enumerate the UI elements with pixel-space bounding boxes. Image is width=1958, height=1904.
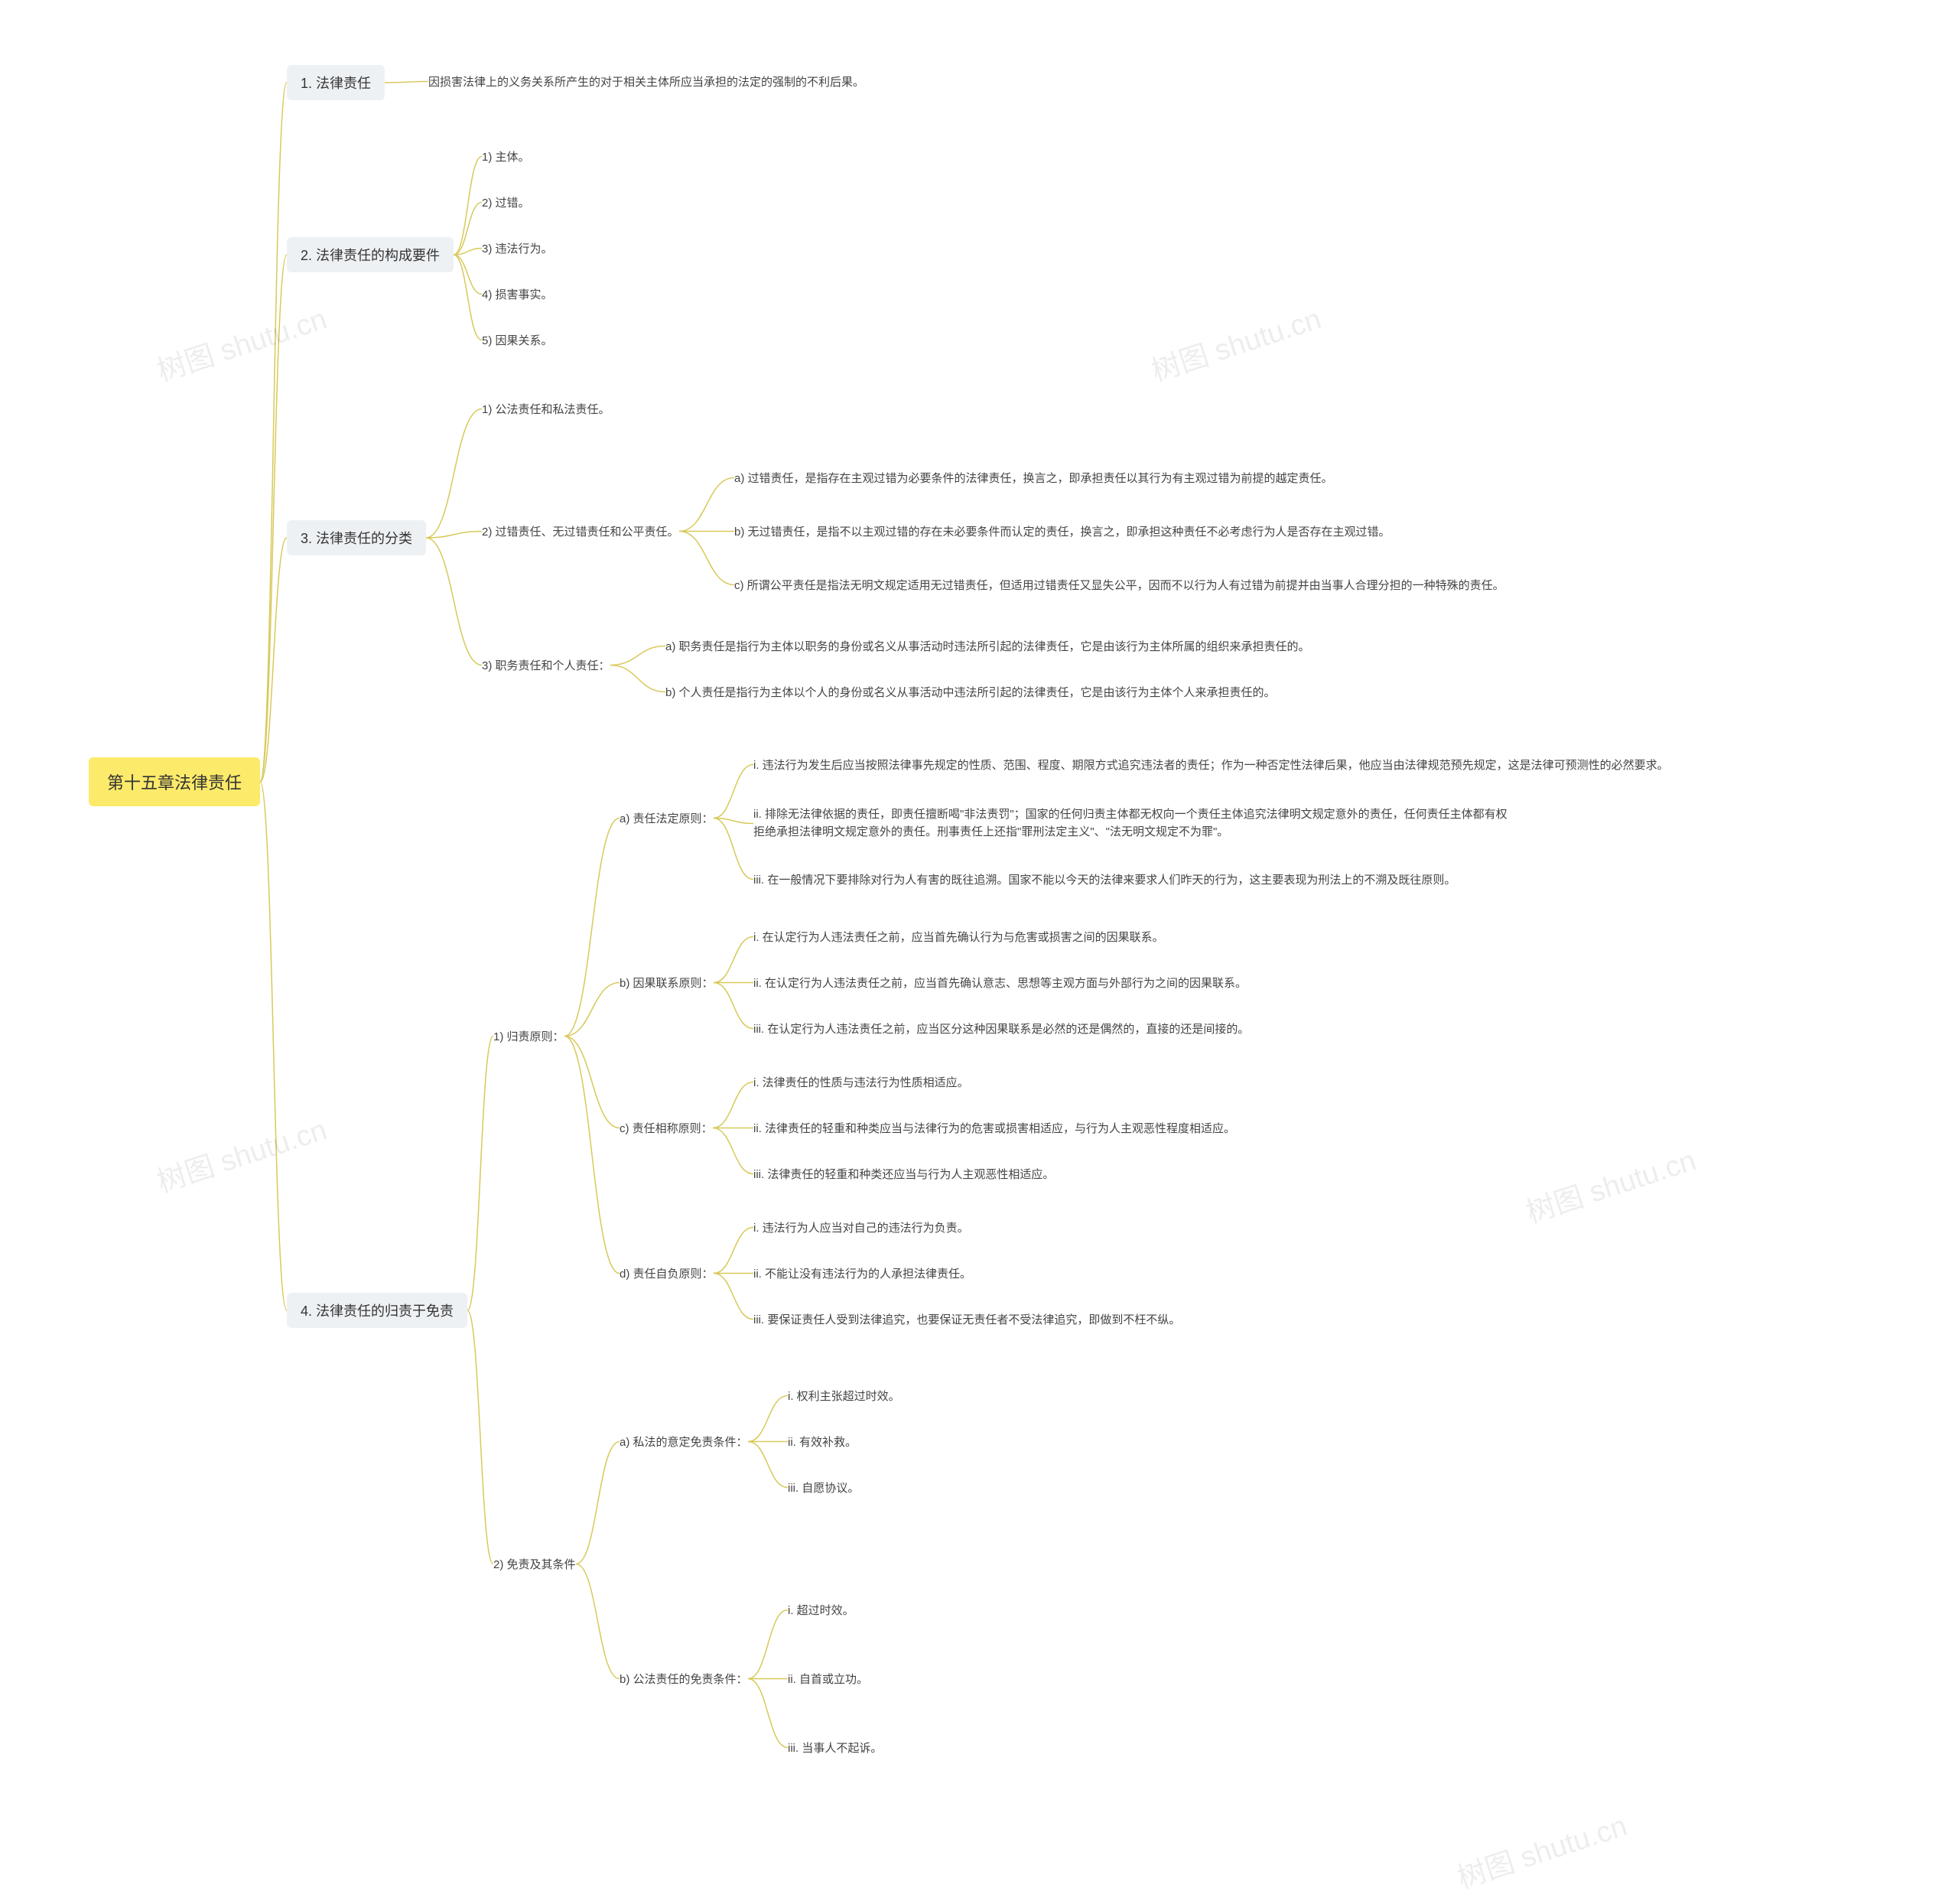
branch-3-c0-d1-label: b) 因果联系原则： bbox=[620, 975, 714, 991]
branch-3-c0-d2-e2: iii. 法律责任的轻重和种类还应当与行为人主观恶性相适应。 bbox=[753, 1163, 1054, 1185]
branch-3-c0-d0-e1-label: ii. 排除无法律依据的责任，即责任擅断喝"非法责罚"；国家的任何归责主体都无权… bbox=[753, 806, 1518, 841]
branch-2-c1-label: 2) 过错责任、无过错责任和公平责任。 bbox=[482, 523, 679, 539]
branch-3-c0-d0-e2-label: iii. 在一般情况下要排除对行为人有害的既往追溯。国家不能以今天的法律来要求人… bbox=[753, 871, 1455, 887]
branch-3-c0-d1-e0: i. 在认定行为人违法责任之前，应当首先确认行为与危害或损害之间的因果联系。 bbox=[753, 926, 1164, 948]
branch-1-c0: 1) 主体。 bbox=[482, 145, 530, 168]
branch-3-c0-d0-e1: ii. 排除无法律依据的责任，即责任擅断喝"非法责罚"；国家的任何归责主体都无权… bbox=[753, 803, 1518, 844]
branch-2-label: 3. 法律责任的分类 bbox=[301, 528, 412, 548]
branch-2-c1-d2-label: c) 所谓公平责任是指法无明文规定适用无过错责任，但适用过错责任又显失公平，因而… bbox=[734, 577, 1504, 593]
mindmap-container: 第十五章法律责任 1. 法律责任 因损害法律上的义务关系所产生的对于相关主体所应当承… bbox=[0, 0, 1958, 1904]
branch-3-c1-label: 2) 免责及其条件 bbox=[493, 1556, 576, 1572]
branch-3-c1-d0-e1: ii. 有效补救。 bbox=[788, 1430, 857, 1453]
branch-3-c0-d3-e2-label: iii. 要保证责任人受到法律追究，也要保证无责任者不受法律追究，即做到不枉不纵… bbox=[753, 1311, 1180, 1327]
branch-3-c1-d1-e2: iii. 当事人不起诉。 bbox=[788, 1736, 882, 1759]
branch-3-c1-d1-e2-label: iii. 当事人不起诉。 bbox=[788, 1740, 882, 1756]
branch-1-c2-label: 3) 违法行为。 bbox=[482, 240, 553, 256]
root-node: 第十五章法律责任 bbox=[89, 757, 260, 806]
watermark-0: 树图 shutu.cn bbox=[151, 295, 331, 389]
branch-0: 1. 法律责任 bbox=[287, 65, 385, 100]
branch-3-c1-d1-label: b) 公法责任的免责条件： bbox=[620, 1671, 748, 1687]
branch-3-c0-d2-e0: i. 法律责任的性质与违法行为性质相适应。 bbox=[753, 1071, 969, 1093]
branch-2-c1-d1: b) 无过错责任，是指不以主观过错的存在未必要条件而认定的责任，换言之，即承担这… bbox=[734, 520, 1390, 542]
branch-3: 4. 法律责任的归责于免责 bbox=[287, 1293, 467, 1328]
branch-3-c1-d1-e1-label: ii. 自首或立功。 bbox=[788, 1671, 868, 1687]
branch-3-c0-d1-e2: iii. 在认定行为人违法责任之前，应当区分这种因果联系是必然的还是偶然的，直接… bbox=[753, 1017, 1249, 1040]
branch-1-c3-label: 4) 损害事实。 bbox=[482, 286, 553, 302]
branch-3-c0-d1-e1-label: ii. 在认定行为人违法责任之前，应当首先确认意志、思想等主观方面与外部行为之间… bbox=[753, 975, 1247, 991]
branch-3-c1-d0-e0: i. 权利主张超过时效。 bbox=[788, 1385, 900, 1407]
root-node-label: 第十五章法律责任 bbox=[107, 770, 242, 794]
branch-3-c0: 1) 归责原则： bbox=[493, 1025, 564, 1047]
branch-3-c1-d0-label: a) 私法的意定免责条件： bbox=[620, 1434, 748, 1450]
branch-3-c0-d1: b) 因果联系原则： bbox=[620, 972, 714, 994]
branch-2: 3. 法律责任的分类 bbox=[287, 520, 426, 555]
watermark-4: 树图 shutu.cn bbox=[1451, 1802, 1631, 1896]
branch-3-c0-d0-e2: iii. 在一般情况下要排除对行为人有害的既往追溯。国家不能以今天的法律来要求人… bbox=[753, 868, 1455, 890]
branch-3-c0-d3-e0-label: i. 违法行为人应当对自己的违法行为负责。 bbox=[753, 1219, 969, 1235]
branch-1-c1: 2) 过错。 bbox=[482, 191, 530, 213]
branch-3-c0-d3: d) 责任自负原则： bbox=[620, 1262, 714, 1284]
branch-3-c0-d2-e1: ii. 法律责任的轻重和种类应当与法律行为的危害或损害相适应，与行为人主观恶性程… bbox=[753, 1117, 1235, 1139]
branch-3-c1-d1-e0-label: i. 超过时效。 bbox=[788, 1602, 854, 1618]
branch-2-c2-d1: b) 个人责任是指行为主体以个人的身份或名义从事活动中违法所引起的法律责任，它是… bbox=[665, 681, 1276, 703]
branch-3-c1: 2) 免责及其条件 bbox=[493, 1553, 576, 1575]
branch-3-c0-d2: c) 责任相称原则： bbox=[620, 1117, 713, 1139]
branch-3-label: 4. 法律责任的归责于免责 bbox=[301, 1300, 454, 1320]
branch-2-c2-d1-label: b) 个人责任是指行为主体以个人的身份或名义从事活动中违法所引起的法律责任，它是… bbox=[665, 684, 1276, 700]
branch-1-c3: 4) 损害事实。 bbox=[482, 283, 553, 305]
branch-3-c0-d2-label: c) 责任相称原则： bbox=[620, 1120, 713, 1136]
branch-3-c0-d0-label: a) 责任法定原则： bbox=[620, 810, 714, 826]
branch-3-c1-d0-e0-label: i. 权利主张超过时效。 bbox=[788, 1388, 900, 1404]
branch-2-c0: 1) 公法责任和私法责任。 bbox=[482, 398, 610, 420]
branch-3-c1-d1: b) 公法责任的免责条件： bbox=[620, 1668, 748, 1690]
branch-2-c2-d0: a) 职务责任是指行为主体以职务的身份或名义从事活动时违法所引起的法律责任，它是… bbox=[665, 635, 1310, 657]
branch-3-c1-d1-e1: ii. 自首或立功。 bbox=[788, 1668, 868, 1690]
branch-1: 2. 法律责任的构成要件 bbox=[287, 237, 454, 272]
branch-3-c0-d3-e1-label: ii. 不能让没有违法行为的人承担法律责任。 bbox=[753, 1265, 971, 1281]
branch-3-c1-d0-e2-label: iii. 自愿协议。 bbox=[788, 1479, 859, 1496]
branch-3-c0-d0: a) 责任法定原则： bbox=[620, 807, 714, 829]
connector-layer bbox=[0, 0, 1958, 1904]
branch-3-c0-d1-e2-label: iii. 在认定行为人违法责任之前，应当区分这种因果联系是必然的还是偶然的，直接… bbox=[753, 1020, 1249, 1037]
branch-3-c0-d1-e0-label: i. 在认定行为人违法责任之前，应当首先确认行为与危害或损害之间的因果联系。 bbox=[753, 929, 1164, 945]
branch-3-c0-d3-e0: i. 违法行为人应当对自己的违法行为负责。 bbox=[753, 1216, 969, 1238]
branch-3-c0-d3-label: d) 责任自负原则： bbox=[620, 1265, 714, 1281]
branch-1-c2: 3) 违法行为。 bbox=[482, 237, 553, 259]
branch-2-c1: 2) 过错责任、无过错责任和公平责任。 bbox=[482, 520, 679, 542]
branch-1-c1-label: 2) 过错。 bbox=[482, 194, 530, 210]
branch-1-c4: 5) 因果关系。 bbox=[482, 329, 553, 351]
branch-3-c0-d2-e2-label: iii. 法律责任的轻重和种类还应当与行为人主观恶性相适应。 bbox=[753, 1166, 1054, 1182]
branch-3-c1-d0: a) 私法的意定免责条件： bbox=[620, 1430, 748, 1453]
branch-1-c4-label: 5) 因果关系。 bbox=[482, 332, 553, 348]
branch-2-c1-d0-label: a) 过错责任，是指存在主观过错为必要条件的法律责任，换言之，即承担责任以其行为… bbox=[734, 470, 1333, 486]
branch-3-c1-d0-e1-label: ii. 有效补救。 bbox=[788, 1434, 857, 1450]
branch-3-c0-d2-e1-label: ii. 法律责任的轻重和种类应当与法律行为的危害或损害相适应，与行为人主观恶性程… bbox=[753, 1120, 1235, 1136]
branch-3-c0-d0-e0-label: i. 违法行为发生后应当按照法律事先规定的性质、范围、程度、期限方式追究违法者的… bbox=[753, 757, 1669, 773]
branch-2-c1-d1-label: b) 无过错责任，是指不以主观过错的存在未必要条件而认定的责任，换言之，即承担这… bbox=[734, 523, 1390, 539]
branch-2-c2-d0-label: a) 职务责任是指行为主体以职务的身份或名义从事活动时违法所引起的法律责任，它是… bbox=[665, 638, 1310, 654]
watermark-1: 树图 shutu.cn bbox=[1145, 295, 1325, 389]
branch-2-c2: 3) 职务责任和个人责任： bbox=[482, 654, 610, 676]
watermark-2: 树图 shutu.cn bbox=[151, 1106, 331, 1200]
branch-1-c0-label: 1) 主体。 bbox=[482, 148, 530, 164]
branch-3-c0-d1-e1: ii. 在认定行为人违法责任之前，应当首先确认意志、思想等主观方面与外部行为之间… bbox=[753, 972, 1247, 994]
branch-2-c0-label: 1) 公法责任和私法责任。 bbox=[482, 401, 610, 417]
branch-3-c1-d1-e0: i. 超过时效。 bbox=[788, 1599, 854, 1621]
branch-0-label: 1. 法律责任 bbox=[301, 73, 371, 93]
branch-3-c0-d2-e0-label: i. 法律责任的性质与违法行为性质相适应。 bbox=[753, 1074, 969, 1090]
branch-1-label: 2. 法律责任的构成要件 bbox=[301, 245, 440, 265]
branch-0-c0: 因损害法律上的义务关系所产生的对于相关主体所应当承担的法定的强制的不利后果。 bbox=[428, 70, 864, 93]
branch-3-c0-label: 1) 归责原则： bbox=[493, 1028, 564, 1044]
branch-3-c0-d3-e2: iii. 要保证责任人受到法律追究，也要保证无责任者不受法律追究，即做到不枉不纵… bbox=[753, 1308, 1180, 1330]
watermark-3: 树图 shutu.cn bbox=[1520, 1137, 1700, 1231]
branch-3-c0-d3-e1: ii. 不能让没有违法行为的人承担法律责任。 bbox=[753, 1262, 971, 1284]
branch-2-c1-d0: a) 过错责任，是指存在主观过错为必要条件的法律责任，换言之，即承担责任以其行为… bbox=[734, 467, 1333, 489]
branch-3-c0-d0-e0: i. 违法行为发生后应当按照法律事先规定的性质、范围、程度、期限方式追究违法者的… bbox=[753, 753, 1669, 776]
branch-2-c2-label: 3) 职务责任和个人责任： bbox=[482, 657, 610, 673]
branch-3-c1-d0-e2: iii. 自愿协议。 bbox=[788, 1476, 859, 1499]
branch-2-c1-d2: c) 所谓公平责任是指法无明文规定适用无过错责任，但适用过错责任又显失公平，因而… bbox=[734, 574, 1504, 596]
branch-0-c0-label: 因损害法律上的义务关系所产生的对于相关主体所应当承担的法定的强制的不利后果。 bbox=[428, 73, 864, 90]
